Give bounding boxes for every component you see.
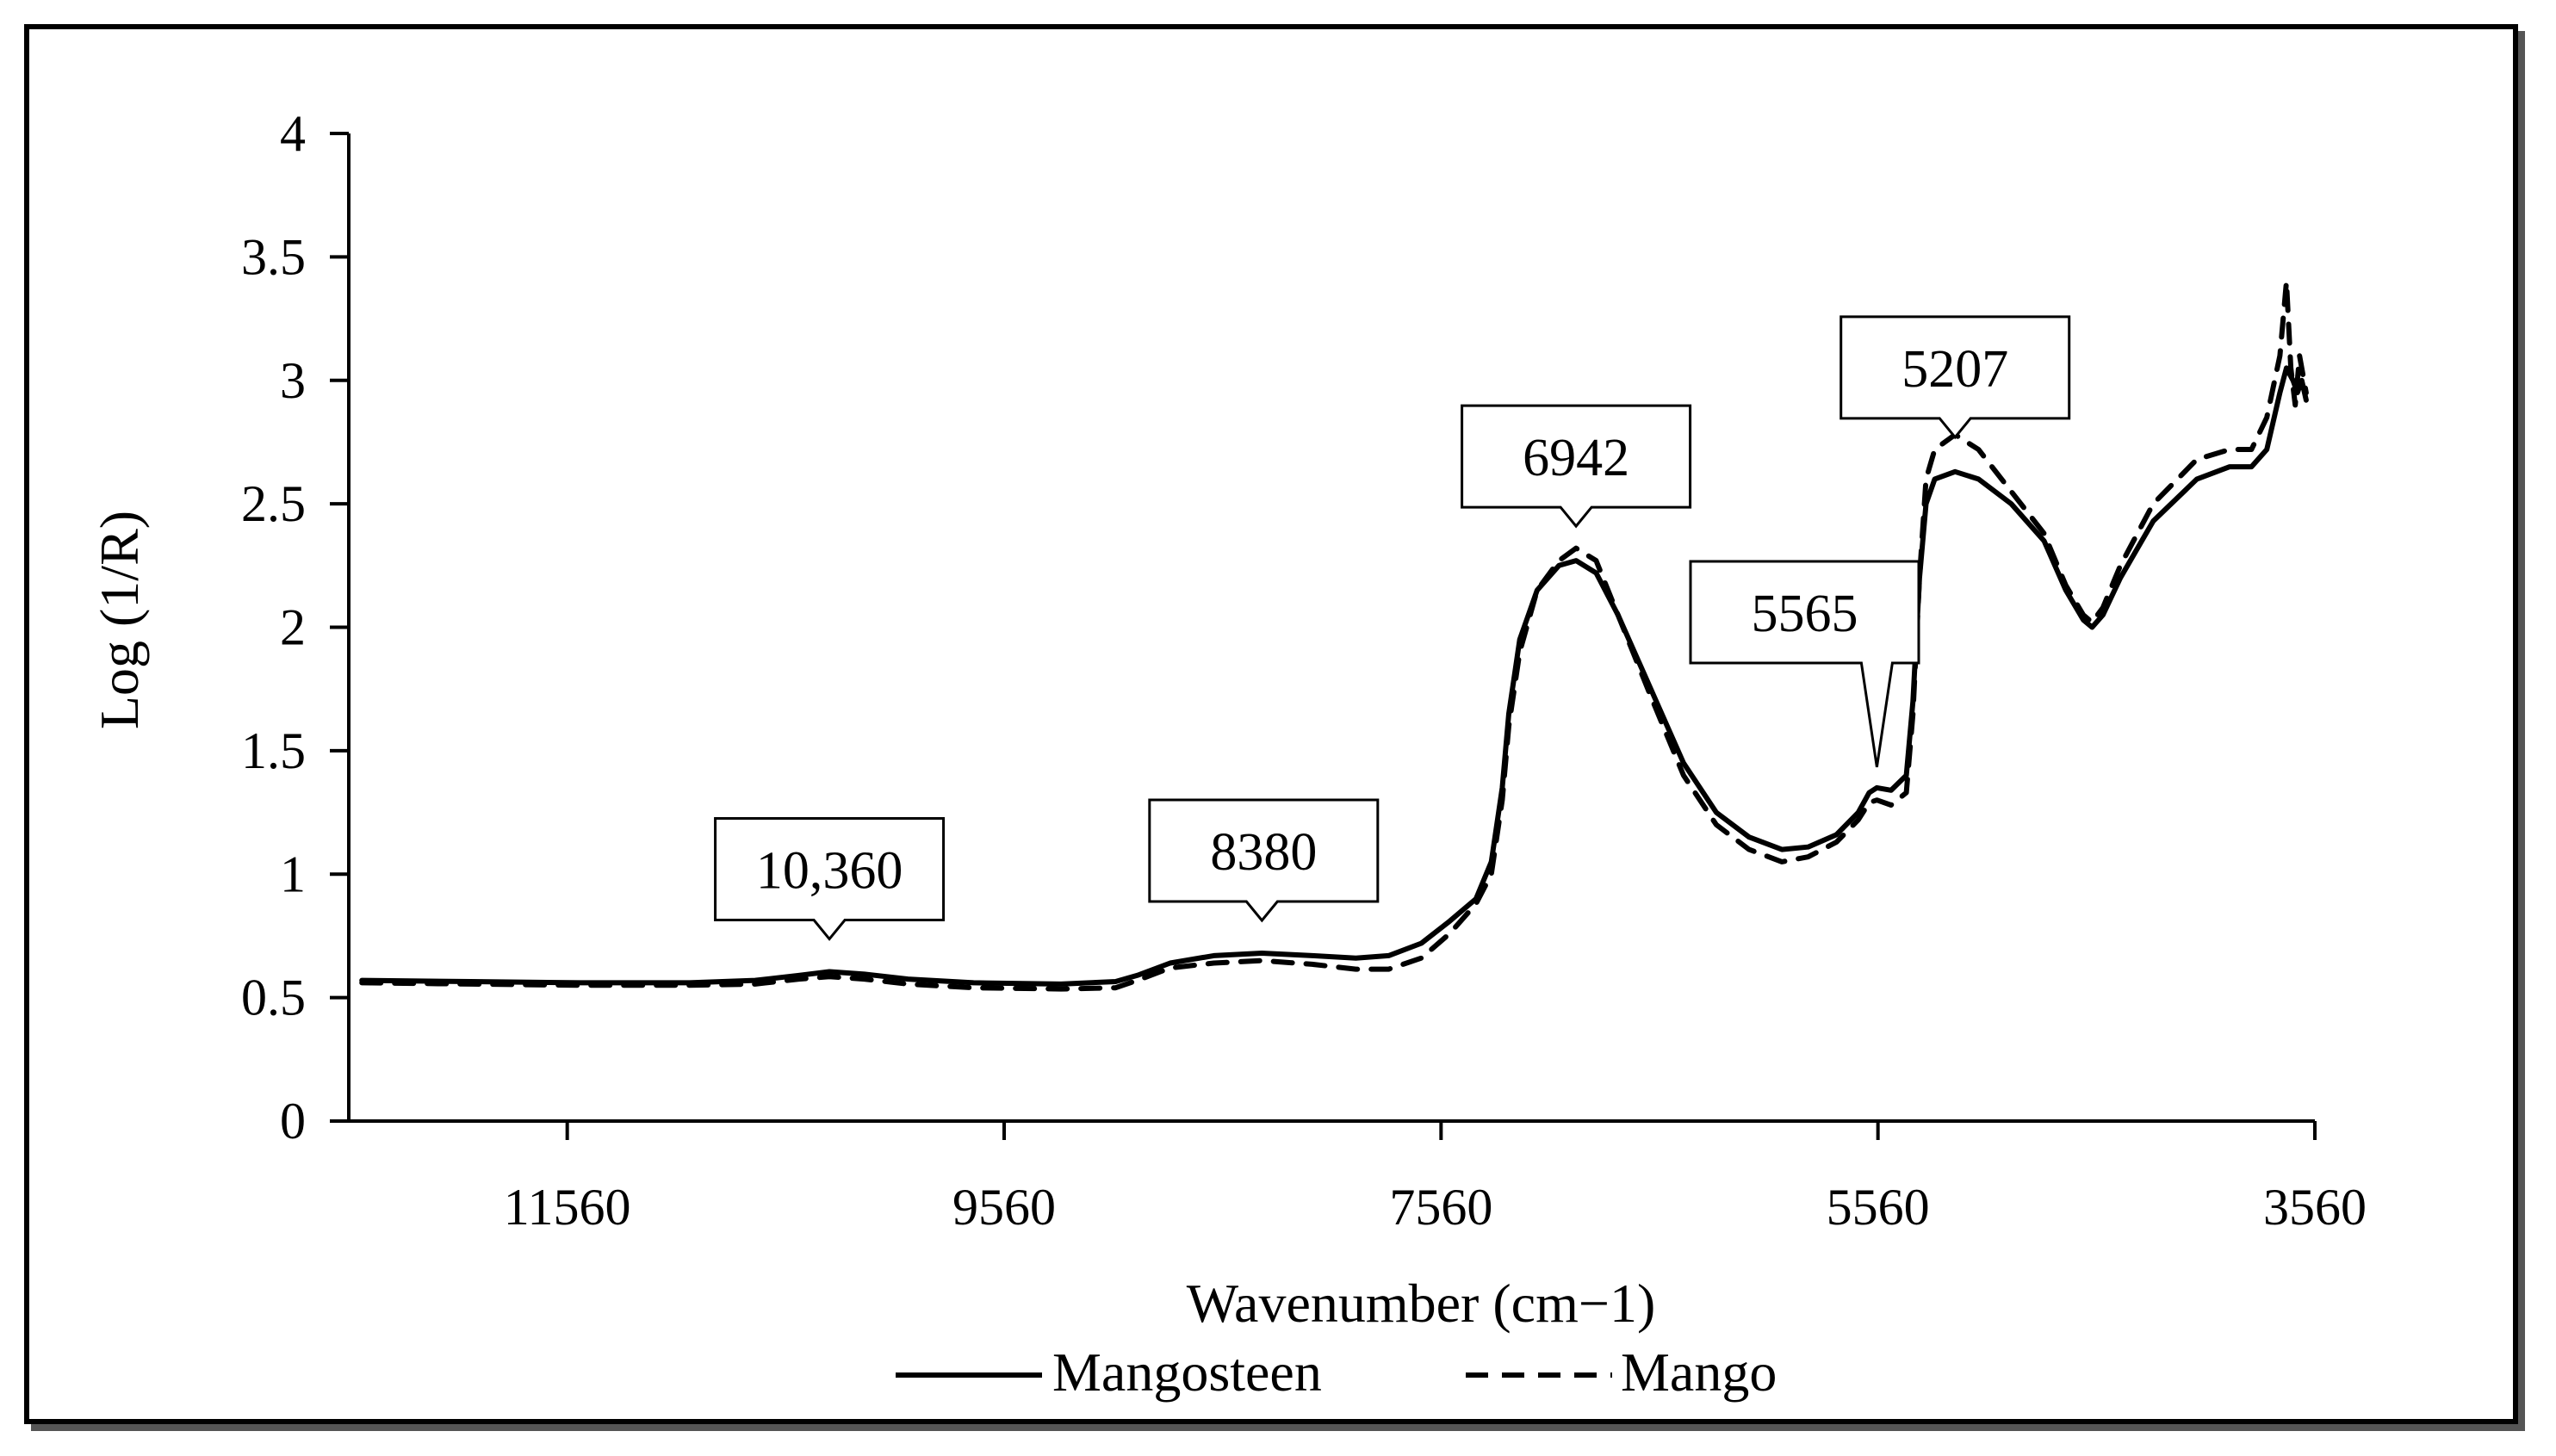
peak-callout-10360: 10,360 bbox=[714, 817, 946, 941]
x-tick-label: 3560 bbox=[2263, 1179, 2367, 1236]
callout-box bbox=[1839, 315, 2071, 440]
series-line-mangosteen bbox=[359, 365, 2309, 987]
callout-box bbox=[1461, 404, 1692, 529]
y-tick-label: 0 bbox=[280, 1093, 306, 1149]
callout-label: 6942 bbox=[1523, 429, 1629, 487]
series-lines bbox=[359, 279, 2309, 992]
y-tick-label: 0.5 bbox=[241, 970, 306, 1026]
x-tick-label: 11560 bbox=[504, 1179, 631, 1236]
peak-callout-5565: 5565 bbox=[1689, 560, 1920, 768]
x-axis-label: Wavenumber (cm−1) bbox=[1187, 1273, 1656, 1334]
y-tick-label: 1 bbox=[280, 846, 306, 902]
series-line-mango bbox=[359, 279, 2309, 992]
y-tick-label: 3.5 bbox=[241, 228, 306, 285]
x-tick-label: 9560 bbox=[952, 1179, 1056, 1236]
y-tick-label: 4 bbox=[280, 105, 306, 162]
callout-label: 8380 bbox=[1210, 823, 1317, 882]
callout-label: 5565 bbox=[1752, 585, 1858, 643]
legend: Mangosteen Mango bbox=[896, 1341, 1777, 1403]
peak-callouts: 10,360 8380 6942 5565 5207 bbox=[714, 315, 2071, 941]
peak-callout-5207: 5207 bbox=[1839, 315, 2071, 440]
x-tick-label: 5560 bbox=[1827, 1179, 1930, 1236]
callout-box bbox=[714, 817, 946, 941]
callout-label: 5207 bbox=[1901, 340, 2008, 399]
legend-label-mango: Mango bbox=[1621, 1341, 1777, 1403]
y-tick-label: 2.5 bbox=[241, 475, 306, 532]
y-tick-label: 1.5 bbox=[241, 722, 306, 779]
axes: 0 0.5 1 1.5 2 2.5 3 3.5 4 11560 9560 7560 5560 3560 bbox=[241, 105, 2367, 1236]
legend-label-mangosteen: Mangosteen bbox=[1052, 1341, 1322, 1403]
callout-box bbox=[1689, 560, 1920, 768]
y-tick-label: 3 bbox=[280, 352, 306, 409]
chart-frame bbox=[24, 24, 2518, 1424]
peak-callout-8380: 8380 bbox=[1148, 798, 1380, 923]
callout-label: 10,360 bbox=[756, 842, 903, 901]
x-tick-label: 7560 bbox=[1389, 1179, 1492, 1236]
y-axis-label: Log (1/R) bbox=[89, 511, 150, 729]
callout-box bbox=[1148, 798, 1380, 923]
y-tick-label: 2 bbox=[280, 599, 306, 656]
peak-callout-6942: 6942 bbox=[1461, 404, 1692, 529]
